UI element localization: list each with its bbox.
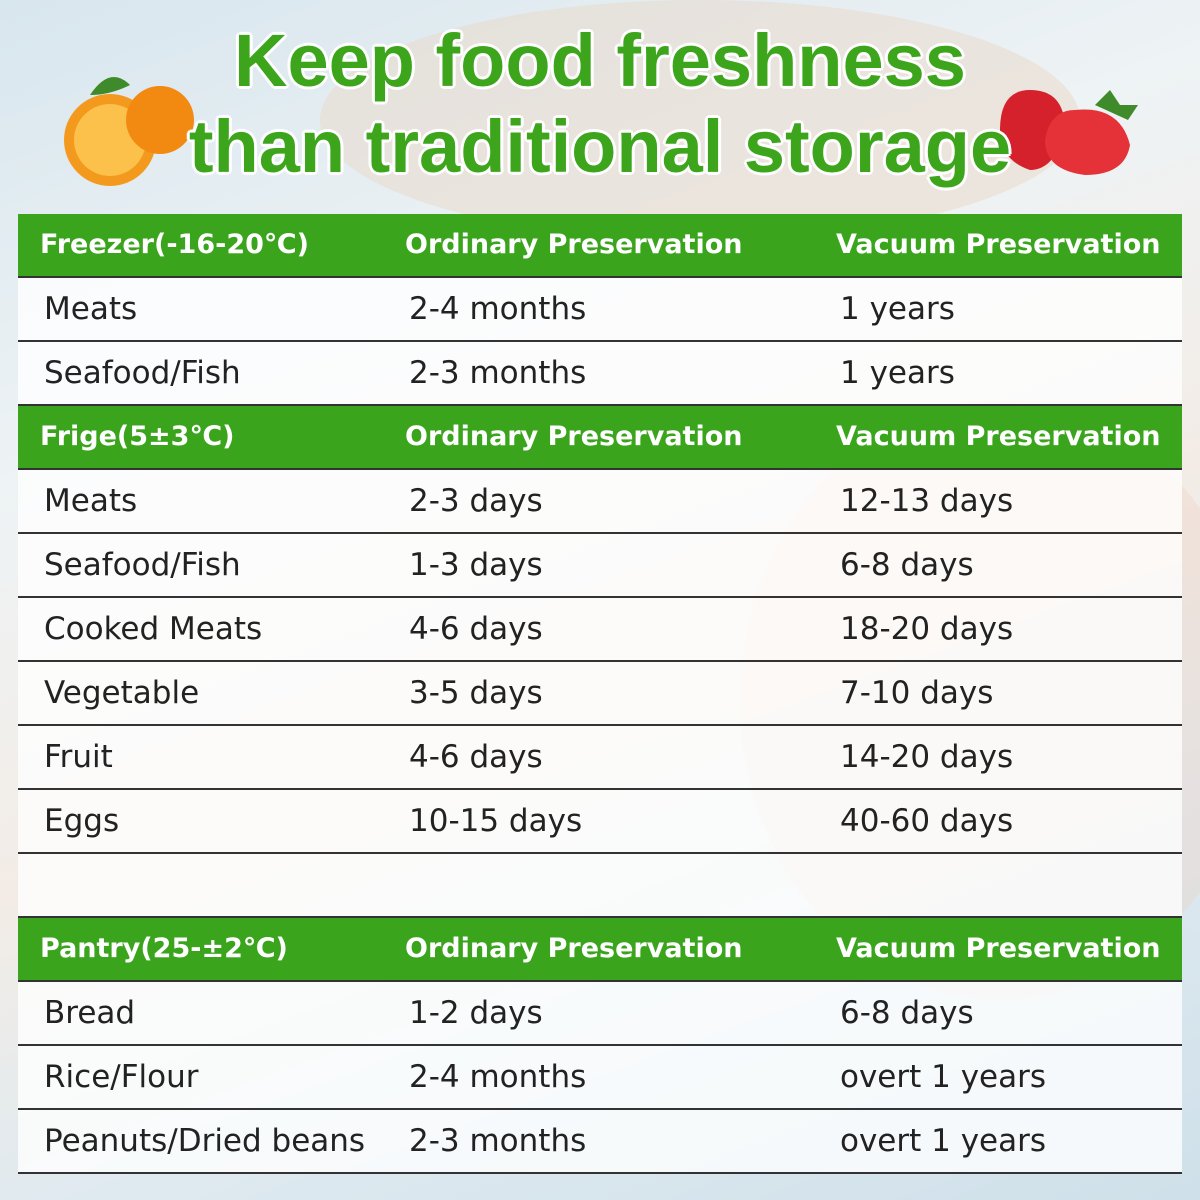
leaf (1095, 90, 1138, 120)
table-cell: overt 1 years (840, 1123, 1047, 1159)
table-cell: Cooked Meats (44, 611, 263, 647)
table-cell: 10-15 days (409, 803, 583, 839)
table-row: Rice/Flour 2-4 months overt 1 years (18, 1046, 1182, 1110)
table-cell: 1 years (840, 355, 955, 391)
header-cell: Ordinary Preservation (405, 421, 743, 452)
table-row: Seafood/Fish 1-3 days 6-8 days (18, 534, 1182, 598)
table-cell: Seafood/Fish (44, 355, 241, 391)
header-cell: Ordinary Preservation (405, 933, 743, 964)
table-row: Meats 2-4 months 1 years (18, 278, 1182, 342)
table-cell: Meats (44, 291, 138, 327)
table-cell: Meats (44, 483, 138, 519)
section-header: Frige(5±3℃) Ordinary Preservation Vacuum P… (18, 406, 1182, 470)
header-cell: Frige(5±3℃) (40, 421, 235, 452)
table-cell: Peanuts/Dried beans (44, 1123, 366, 1159)
orange (126, 86, 194, 154)
table-cell: 2-4 months (409, 1059, 587, 1095)
leaf (90, 77, 130, 95)
header-cell: Vacuum Preservation (836, 933, 1161, 964)
bg-shape (320, 0, 1080, 240)
table-row: Meats 2-3 days 12-13 days (18, 470, 1182, 534)
title: Keep food freshness than traditional sto… (0, 18, 1200, 190)
table-cell: overt 1 years (840, 1059, 1047, 1095)
table-cell: 1-3 days (409, 547, 543, 583)
table: Freezer(-16-20℃) Ordinary Preservation Vac… (18, 214, 1182, 1182)
title-line: than traditional storage (188, 105, 1012, 188)
table-row: Peanuts/Dried beans 2-3 months overt 1 yea… (18, 1110, 1182, 1174)
section-header: Freezer(-16-20℃) Ordinary Preservation Vac… (18, 214, 1182, 278)
table-row: Bread 1-2 days 6-8 days (18, 982, 1182, 1046)
table-cell: Seafood/Fish (44, 547, 241, 583)
table-cell: Vegetable (44, 675, 200, 711)
table-cell: Rice/Flour (44, 1059, 199, 1095)
table-cell: 14-20 days (840, 739, 1014, 775)
table-cell: Eggs (44, 803, 120, 839)
table-cell: 18-20 days (840, 611, 1014, 647)
table-cell: 6-8 days (840, 995, 974, 1031)
title-line: Keep food freshness (234, 19, 966, 102)
table-cell: 4-6 days (409, 611, 543, 647)
table-row: Eggs 10-15 days 40-60 days (18, 790, 1182, 854)
section-header: Pantry(25-±2℃) Ordinary Preservation Vacuu… (18, 918, 1182, 982)
header-cell: Pantry(25-±2℃) (40, 933, 288, 964)
header-cell: Ordinary Preservation (405, 229, 743, 260)
table-cell: 2-3 months (409, 355, 587, 391)
table-cell: 12-13 days (840, 483, 1014, 519)
table-row: Cooked Meats 4-6 days 18-20 days (18, 598, 1182, 662)
table-row: Vegetable 3-5 days 7-10 days (18, 662, 1182, 726)
table-cell: 2-3 days (409, 483, 543, 519)
table-cell: 6-8 days (840, 547, 974, 583)
header-cell: Vacuum Preservation (836, 421, 1161, 452)
table-cell: 1 years (840, 291, 955, 327)
table-row: Fruit 4-6 days 14-20 days (18, 726, 1182, 790)
table-cell: 7-10 days (840, 675, 994, 711)
table-cell: Fruit (44, 739, 113, 775)
table-cell: 40-60 days (840, 803, 1014, 839)
table-cell: 2-3 months (409, 1123, 587, 1159)
spacer-row (18, 854, 1182, 918)
header-cell: Freezer(-16-20℃) (40, 229, 309, 260)
table-cell: 3-5 days (409, 675, 543, 711)
table-cell: 1-2 days (409, 995, 543, 1031)
table-cell: 2-4 months (409, 291, 587, 327)
table-cell: 4-6 days (409, 739, 543, 775)
table-row: Seafood/Fish 2-3 months 1 years (18, 342, 1182, 406)
strawberry (1045, 109, 1130, 175)
header-cell: Vacuum Preservation (836, 229, 1161, 260)
table-cell: Bread (44, 995, 136, 1031)
